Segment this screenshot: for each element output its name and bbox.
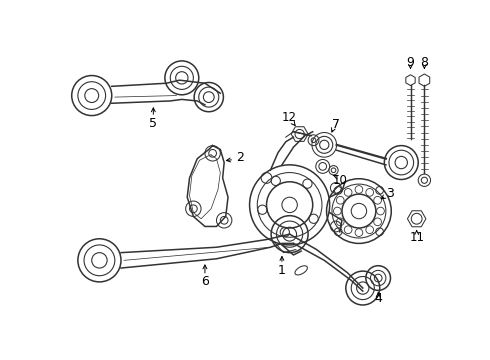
- Text: 8: 8: [420, 56, 428, 69]
- Text: 4: 4: [374, 292, 382, 305]
- Text: 10: 10: [332, 174, 347, 187]
- Text: 9: 9: [407, 56, 415, 69]
- Text: 12: 12: [282, 111, 297, 125]
- Text: 1: 1: [278, 264, 286, 277]
- Text: 2: 2: [236, 150, 244, 164]
- Text: 7: 7: [332, 118, 340, 131]
- Text: 5: 5: [149, 117, 157, 130]
- Text: 3: 3: [386, 187, 393, 200]
- Text: 11: 11: [409, 231, 424, 244]
- Text: 6: 6: [201, 275, 209, 288]
